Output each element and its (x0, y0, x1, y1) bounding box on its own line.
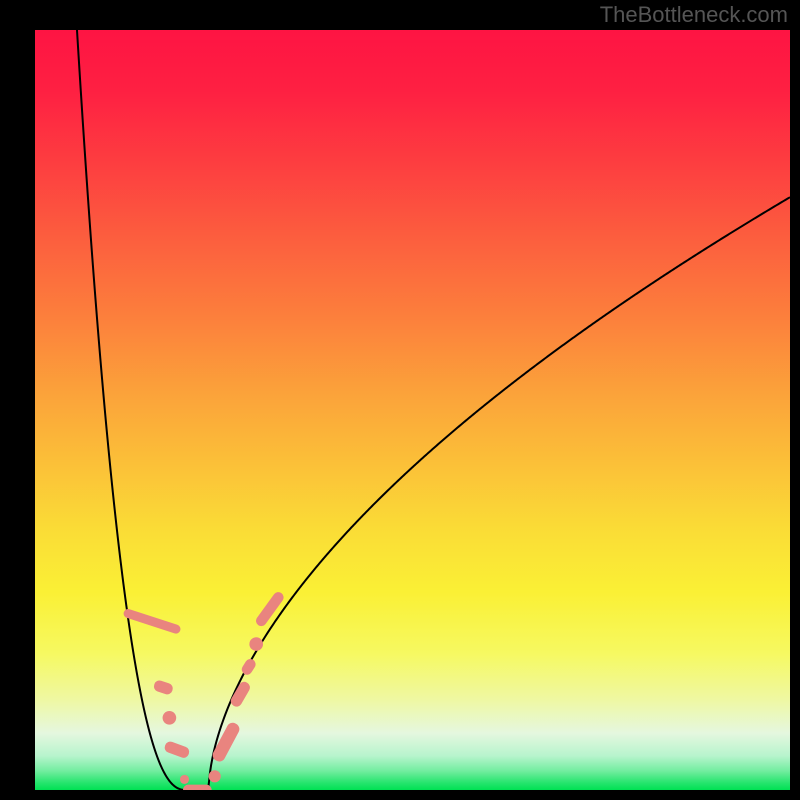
curve-marker-5 (183, 785, 212, 790)
curve-marker-6 (209, 770, 221, 782)
curve-marker-11 (254, 590, 286, 628)
bottleneck-curve (77, 30, 790, 790)
curve-marker-2 (163, 711, 177, 725)
curve-marker-7 (211, 721, 242, 764)
curve-marker-1 (153, 679, 175, 696)
chart-container: TheBottleneck.com (0, 0, 800, 800)
curve-marker-3 (163, 740, 190, 759)
plot-area (35, 30, 790, 790)
curve-marker-10 (249, 637, 263, 651)
curve-marker-0 (122, 608, 181, 635)
curve-svg (35, 30, 790, 790)
curve-marker-8 (229, 680, 252, 709)
curve-marker-9 (240, 657, 258, 677)
curve-marker-4 (180, 775, 189, 784)
watermark-text: TheBottleneck.com (600, 2, 788, 28)
